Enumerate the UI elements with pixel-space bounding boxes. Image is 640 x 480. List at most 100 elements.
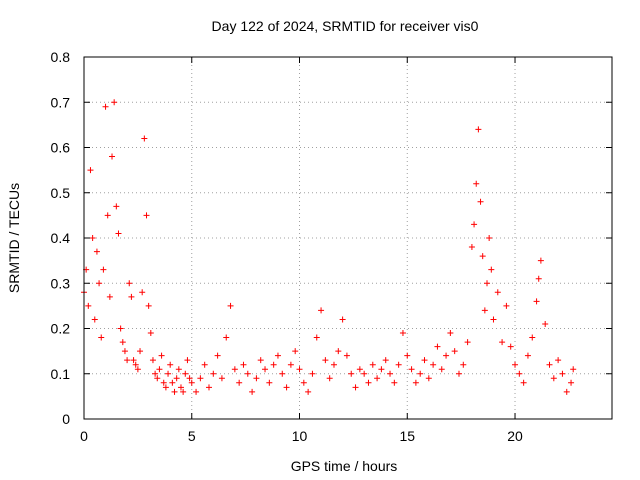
data-point [197, 375, 204, 382]
data-point [91, 316, 98, 323]
data-point [218, 375, 225, 382]
data-point [119, 339, 126, 346]
data-point [162, 384, 169, 391]
data-point [124, 357, 131, 364]
data-point [343, 352, 350, 359]
chart-title: Day 122 of 2024, SRMTID for receiver vis… [212, 18, 479, 34]
data-point [137, 348, 144, 355]
data-point [395, 361, 402, 368]
data-point [98, 334, 105, 341]
data-point [193, 388, 200, 395]
data-point [503, 302, 510, 309]
y-tick-label: 0.5 [51, 185, 71, 201]
data-point [104, 212, 111, 219]
data-point [408, 366, 415, 373]
data-point [257, 357, 264, 364]
x-tick-label: 10 [292, 428, 308, 444]
data-point [507, 343, 514, 350]
x-axis-ticks: 0 5 10 15 20 [80, 57, 523, 444]
data-point [365, 379, 372, 386]
data-point [227, 302, 234, 309]
data-point [231, 366, 238, 373]
data-point [173, 375, 180, 382]
data-point [149, 357, 156, 364]
y-tick-label: 0 [62, 411, 70, 427]
data-point [568, 379, 575, 386]
data-point [473, 180, 480, 187]
data-point [318, 307, 325, 314]
data-point [175, 366, 182, 373]
data-point [490, 316, 497, 323]
data-point [300, 379, 307, 386]
data-point [542, 320, 549, 327]
data-point [335, 348, 342, 355]
data-point [132, 361, 139, 368]
data-point [570, 366, 577, 373]
data-point [417, 370, 424, 377]
data-point [348, 370, 355, 377]
data-point [563, 388, 570, 395]
data-point [499, 339, 506, 346]
data-point [305, 388, 312, 395]
data-point [89, 235, 96, 241]
data-point [128, 293, 135, 300]
data-point [143, 212, 150, 219]
data-point [546, 361, 553, 368]
data-point [374, 375, 381, 382]
data-point [322, 357, 329, 364]
data-point [169, 379, 176, 386]
data-point [249, 388, 256, 395]
data-point [471, 221, 478, 228]
y-tick-label: 0.7 [51, 94, 71, 110]
data-point [236, 379, 243, 386]
data-point [111, 99, 118, 106]
data-point [171, 388, 178, 395]
data-point [356, 366, 363, 373]
data-point [279, 370, 286, 377]
x-tick-label: 15 [399, 428, 415, 444]
data-point [96, 280, 103, 287]
y-tick-label: 0.4 [51, 230, 71, 246]
data-point [214, 352, 221, 359]
x-tick-label: 5 [188, 428, 196, 444]
data-point [464, 339, 471, 346]
data-point [253, 375, 260, 382]
data-point [477, 198, 484, 205]
data-point [182, 370, 189, 377]
data-point [283, 384, 290, 391]
data-point [85, 302, 92, 309]
data-point [529, 334, 536, 341]
data-point [352, 384, 359, 391]
data-point [488, 266, 495, 273]
data-point [559, 370, 566, 377]
data-point [479, 253, 486, 260]
data-point [240, 361, 247, 368]
data-points [81, 99, 577, 395]
data-point [100, 266, 107, 273]
data-point [533, 298, 540, 305]
data-point [244, 370, 251, 377]
data-point [434, 343, 441, 350]
data-point [186, 375, 193, 382]
data-point [451, 348, 458, 355]
y-tick-label: 0.2 [51, 321, 71, 337]
data-point [361, 370, 368, 377]
data-point [126, 280, 133, 287]
data-point [430, 361, 437, 368]
x-tick-label: 0 [80, 428, 88, 444]
data-point [391, 379, 398, 386]
data-point [134, 366, 141, 373]
data-point [447, 330, 454, 337]
data-point [481, 307, 488, 314]
data-point [421, 357, 428, 364]
y-tick-label: 0.6 [51, 140, 71, 156]
data-point [205, 384, 212, 391]
x-tick-label: 20 [507, 428, 523, 444]
data-point [378, 366, 385, 373]
data-point [167, 361, 174, 368]
data-point [115, 230, 122, 237]
data-point [484, 280, 491, 287]
data-point [180, 388, 187, 395]
data-point [201, 361, 208, 368]
data-point [270, 361, 277, 368]
